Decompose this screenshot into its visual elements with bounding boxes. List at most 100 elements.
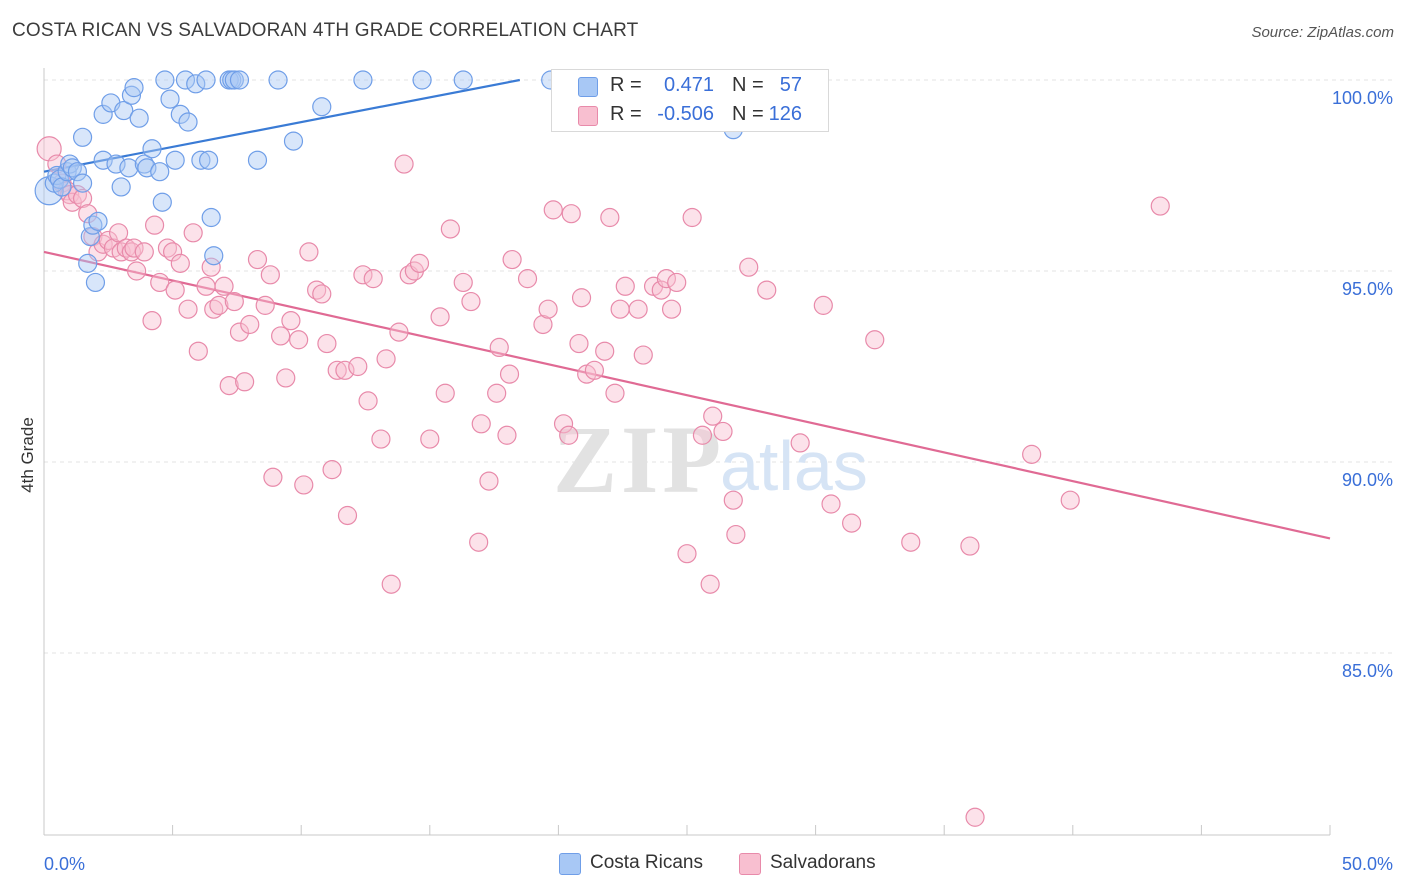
salvadoran-point: [605, 383, 625, 403]
costa-rican-point: [186, 74, 206, 94]
salvadoran-point: [224, 291, 244, 312]
salvadoran-point: [394, 154, 414, 174]
legend-r-value: -0.506: [657, 103, 714, 125]
salvadoran-point: [204, 299, 224, 319]
salvadoran-point: [235, 372, 255, 392]
salvadoran-point: [183, 223, 203, 243]
costa-rican-point: [137, 158, 157, 178]
costa-rican-point: [170, 104, 190, 124]
salvadoran-point: [335, 360, 355, 380]
salvadoran-point: [517, 269, 538, 289]
salvadoran-point: [628, 299, 648, 319]
costa-rican-point: [93, 150, 113, 170]
costa-rican-point: [160, 89, 180, 109]
salvadoran-point: [901, 532, 921, 552]
costa-rican-point: [67, 162, 88, 182]
legend-n-label: N =: [732, 74, 764, 96]
legend-n-label: N =: [732, 103, 764, 125]
salvadoran-point: [726, 524, 746, 545]
costa-rican-point: [150, 162, 170, 182]
costa-rican-point: [229, 70, 250, 90]
costa-rican-point: [83, 215, 103, 235]
salvadoran-point: [111, 242, 131, 262]
costa-rican-point: [72, 127, 93, 147]
salvadoran-point: [559, 425, 579, 445]
costa-rican-point: [283, 131, 304, 151]
salvadoran-point: [294, 475, 314, 495]
salvadoran-point: [461, 291, 481, 312]
salvadoran-point: [489, 337, 509, 357]
costa-rican-point: [199, 150, 219, 170]
y-tick-label: 90.0%: [1342, 470, 1393, 490]
salvadoran-point: [842, 513, 862, 533]
salvadoran-point: [600, 207, 620, 228]
salvadoran-point: [533, 314, 553, 335]
salvadoran-point: [142, 311, 162, 331]
watermark-atlas: atlas: [720, 427, 868, 505]
costa-rican-point: [62, 158, 82, 178]
costa-rican-point: [165, 150, 185, 170]
costa-rican-point: [80, 227, 100, 247]
salvadoran-point: [108, 223, 129, 243]
salvadoran-point: [553, 414, 574, 434]
y-tick-label: 85.0%: [1342, 661, 1393, 681]
salvadoran-point: [440, 219, 460, 239]
salvadoran-point: [739, 257, 759, 277]
salvadoran-point: [157, 238, 178, 258]
salvadoran-point: [289, 330, 309, 350]
costa-rican-point: [224, 70, 244, 90]
salvadoran-point: [813, 295, 833, 315]
salvadoran-point: [584, 360, 605, 380]
salvadoran-point: [170, 253, 190, 273]
salvadoran-point: [420, 429, 440, 449]
salvadoran-point: [178, 299, 198, 319]
salvadoran-point: [163, 242, 183, 262]
legend-n-value: 126: [768, 103, 802, 125]
salvadoran-point: [960, 536, 980, 556]
salvadoran-point: [327, 360, 347, 380]
salvadoran-point: [209, 295, 229, 315]
bottom-legend-label: Salvadorans: [770, 852, 876, 873]
salvadoran-point: [247, 249, 268, 270]
salvadoran-point: [126, 261, 147, 281]
salvadoran-point: [471, 414, 491, 434]
salvadoran-point: [201, 257, 221, 277]
salvadoran-point: [615, 276, 635, 296]
y-axis-title: 4th Grade: [18, 417, 37, 493]
costa-rican-point: [175, 70, 196, 90]
salvadoran-point: [692, 425, 713, 445]
costa-rican-point: [204, 246, 224, 266]
salvadoran-point: [376, 349, 396, 369]
salvadoran-point: [281, 311, 301, 331]
salvadoran-point: [571, 288, 592, 308]
salvadoran-point: [633, 345, 653, 365]
bottom-legend-swatch: [739, 853, 761, 875]
salvadoran-point: [188, 341, 208, 361]
salvadoran-point: [124, 238, 144, 258]
salvadoran-point: [260, 265, 280, 285]
x-tick-label: 0.0%: [44, 854, 85, 874]
salvadoran-point: [661, 299, 682, 319]
salvadoran-point: [538, 299, 558, 319]
chart-title: COSTA RICAN VS SALVADORAN 4TH GRADE CORR…: [12, 20, 639, 41]
salvadoran-point: [487, 383, 507, 403]
salvadoran-point: [479, 471, 499, 491]
salvadoran-point: [144, 215, 165, 235]
salvadoran-point: [317, 333, 337, 354]
salvadoran-point: [499, 364, 520, 384]
costa-rican-point: [124, 78, 144, 98]
salvadoran-point: [229, 322, 250, 342]
salvadoran-point: [276, 368, 296, 388]
costa-rican-point: [353, 70, 373, 90]
salvadoran-point: [965, 807, 985, 827]
costa-rican-point: [152, 192, 172, 212]
watermark-zip: ZIP: [553, 406, 725, 513]
salvadoran-point: [134, 242, 154, 262]
bottom-legend-swatch: [559, 853, 581, 875]
legend-r-value: 0.471: [663, 74, 714, 96]
salvadoran-point: [700, 574, 720, 594]
salvadoran-point: [165, 280, 185, 300]
costa-rican-point: [142, 139, 162, 159]
costa-rican-point: [111, 177, 131, 197]
costa-rican-point: [178, 112, 198, 132]
